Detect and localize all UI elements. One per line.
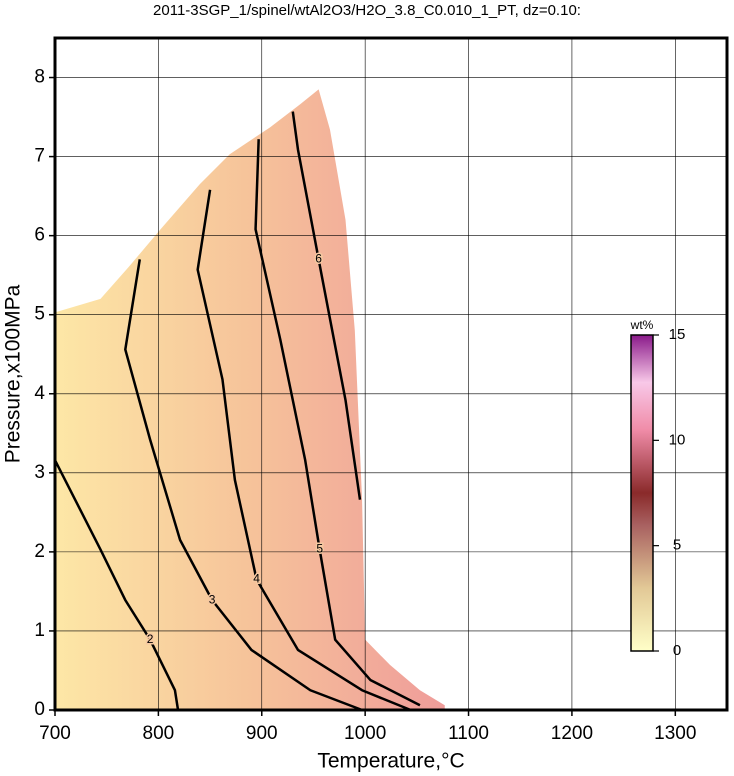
plot-frame	[53, 36, 729, 712]
x-tick-label: 1300	[654, 723, 696, 744]
x-tick-label: 1000	[344, 723, 386, 744]
contour-line	[254, 139, 421, 707]
contour-label: 2	[147, 632, 154, 646]
contour-label: 5	[316, 542, 323, 556]
colorbar-tick-label: 5	[673, 537, 681, 554]
colorbar-tick-label: 10	[669, 431, 686, 448]
x-tick-label: 700	[39, 723, 71, 744]
chart-title: 2011-3SGP_1/spinel/wtAl2O3/H2O_3.8_C0.01…	[153, 2, 581, 19]
contour-line	[291, 111, 362, 500]
x-tick-label: 1100	[448, 723, 489, 744]
colorbar-tick-label: 0	[673, 642, 681, 659]
y-tick-label: 7	[34, 146, 45, 167]
contour-label: 3	[209, 592, 216, 606]
contour-line	[124, 259, 363, 712]
y-axis-label: Pressure,x100MPa	[2, 284, 25, 463]
x-tick-label: 800	[143, 723, 175, 744]
y-tick-label: 6	[34, 225, 45, 246]
y-tick-label: 8	[34, 67, 45, 88]
x-tick-label: 1200	[551, 723, 593, 744]
contour-line	[196, 189, 412, 712]
y-tick-label: 0	[34, 699, 45, 720]
contour-line	[53, 459, 180, 711]
y-tick-label: 2	[34, 541, 45, 562]
colorbar-tick-label: 15	[669, 326, 686, 343]
y-tick-label: 4	[34, 383, 45, 404]
x-tick-label: 900	[246, 723, 278, 744]
y-tick-label: 5	[34, 304, 45, 325]
filled-region	[55, 89, 445, 710]
colorbar	[630, 334, 654, 652]
colorbar-label: wt%	[630, 318, 654, 332]
y-tick-label: 1	[34, 620, 45, 641]
contour-label: 6	[315, 252, 322, 266]
x-axis-label: Temperature,°C	[317, 750, 464, 773]
y-tick-label: 3	[34, 462, 45, 483]
contour-label: 4	[253, 572, 260, 586]
